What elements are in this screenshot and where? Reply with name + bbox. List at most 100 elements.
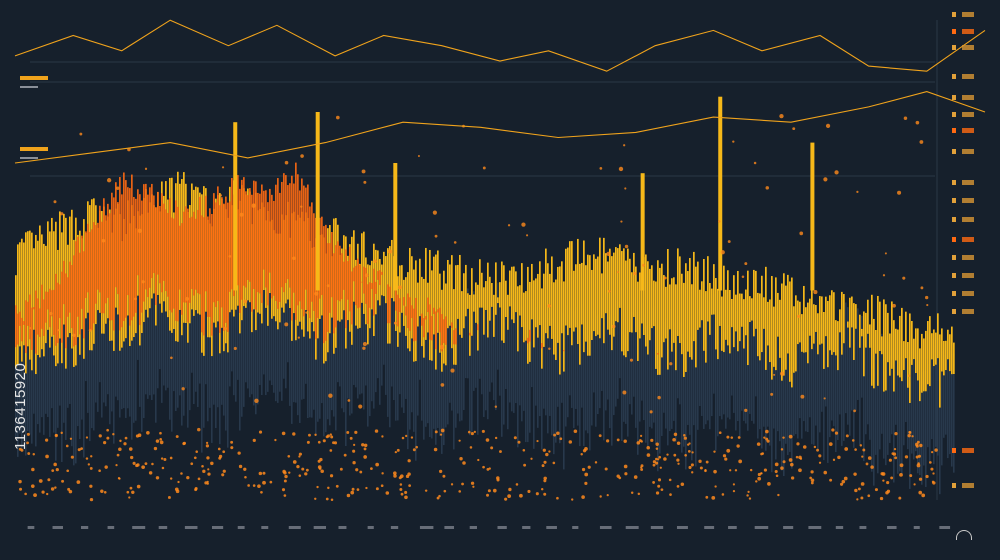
scatter-dot: [306, 440, 310, 444]
orange-bar: [275, 184, 277, 301]
scatter-dot: [919, 443, 923, 448]
dark-bar: [319, 298, 321, 419]
dark-bar: [625, 336, 627, 424]
yellow-bar: [421, 276, 423, 347]
scatter-dot: [553, 433, 557, 437]
dark-bar: [747, 344, 749, 431]
dark-bar: [471, 315, 473, 432]
dark-bar: [811, 328, 813, 445]
yellow-bar: [871, 294, 873, 386]
yellow-bar: [19, 242, 21, 347]
scatter-dot: [221, 166, 225, 169]
scatter-dot: [131, 490, 135, 495]
yellow-bar: [903, 341, 905, 370]
scatter-dot: [288, 471, 291, 474]
dark-bar: [163, 280, 165, 386]
orange-bar: [309, 206, 311, 319]
yellow-bar: [765, 266, 767, 370]
right-tick-mark-13: [952, 273, 974, 278]
dark-bar: [945, 349, 947, 435]
scatter-dot: [796, 442, 800, 446]
yellow-bar: [453, 289, 455, 365]
scatter-dot: [124, 436, 128, 440]
orange-bar: [101, 221, 103, 314]
scatter-dot: [202, 469, 206, 474]
dark-bar: [303, 316, 305, 399]
yellow-bar: [449, 264, 451, 326]
scatter-dot: [394, 450, 398, 454]
dark-bar: [769, 341, 771, 446]
scatter-dot: [899, 463, 904, 468]
yellow-bar: [569, 241, 571, 328]
dark-bar: [427, 312, 429, 424]
dark-bar: [607, 309, 609, 400]
dark-bar: [489, 300, 491, 392]
scatter-dot: [316, 485, 319, 489]
orange-bar: [113, 197, 115, 331]
orange-bar: [107, 203, 109, 298]
dark-bar: [809, 315, 811, 418]
yellow-bar: [433, 256, 435, 335]
dark-bar: [83, 338, 85, 458]
dark-bar: [767, 325, 769, 427]
scatter-dot: [112, 433, 115, 436]
orange-bar: [87, 223, 89, 293]
yellow-bar: [607, 261, 609, 330]
dark-bar: [355, 305, 357, 388]
scatter-dot: [181, 387, 185, 391]
scatter-dot: [128, 496, 131, 499]
scatter-dot: [362, 341, 367, 347]
orange-bar: [357, 258, 359, 309]
dark-bar: [921, 372, 923, 485]
yellow-bar: [509, 270, 511, 307]
dark-bar: [431, 340, 433, 439]
scatter-dot: [934, 448, 938, 452]
yellow-bar: [659, 267, 661, 375]
orange-bar: [225, 196, 227, 323]
bottom-tick-mark: [625, 526, 639, 529]
yellow-bar: [431, 270, 433, 361]
scatter-dot: [458, 439, 461, 442]
yellow-bar: [419, 258, 421, 317]
dark-bar: [281, 287, 283, 401]
scatter-dot: [854, 488, 858, 493]
dark-bar: [15, 347, 17, 438]
scatter-dot: [317, 440, 321, 444]
dark-bar: [37, 334, 39, 425]
scatter-dot: [525, 234, 529, 237]
dark-bar: [159, 283, 161, 370]
dark-bar: [155, 305, 157, 423]
scatter-dot: [652, 481, 655, 484]
scatter-dot: [159, 440, 164, 445]
yellow-bar: [27, 231, 29, 347]
orange-bar: [137, 189, 139, 276]
orange-bar: [139, 194, 141, 326]
scatter-dot: [385, 491, 390, 495]
dark-bar: [235, 289, 237, 402]
dark-bar: [729, 332, 731, 420]
orange-bar: [271, 194, 273, 299]
scatter-dot: [167, 495, 171, 499]
scatter-dot: [355, 468, 359, 472]
dark-bar: [651, 307, 653, 429]
scatter-dot: [207, 468, 210, 471]
dark-bar: [269, 272, 271, 381]
dark-bar: [781, 360, 783, 471]
scatter-dot: [606, 251, 611, 257]
dark-bar: [835, 334, 837, 453]
scatter-dot: [688, 465, 692, 470]
scatter-dot: [381, 435, 384, 438]
dark-bar: [819, 324, 821, 433]
yellow-bar: [23, 242, 25, 346]
yellow-bar: [901, 307, 903, 382]
scatter-dot: [274, 438, 277, 442]
scatter-dot: [69, 437, 73, 440]
scatter-dot: [144, 462, 148, 466]
scatter-dot: [396, 448, 400, 452]
scatter-dot: [666, 453, 669, 456]
scatter-dot: [908, 374, 911, 377]
dark-bar: [397, 326, 399, 421]
scatter-dot: [89, 497, 94, 502]
yellow-bar: [549, 273, 551, 326]
scatter-dot: [424, 489, 428, 492]
